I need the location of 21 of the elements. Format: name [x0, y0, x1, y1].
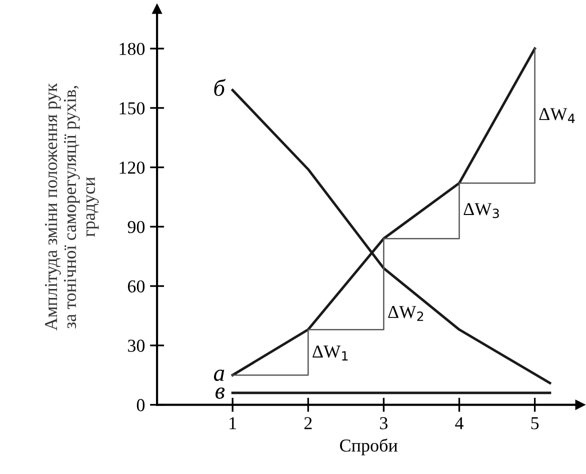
x-tick-label: 1: [230, 417, 236, 430]
series-label: в: [216, 387, 225, 399]
annotation: ΔW$_{1}$: [312, 346, 348, 360]
x-axis-title: Спроби: [340, 438, 398, 456]
y-tick-label: 90: [128, 220, 145, 234]
y-axis-title: Амплітуда зміни положення рук за тонічної саморегуляції рухів, градуси: [45, 83, 99, 331]
annotation: ΔW$_{2}$: [388, 306, 424, 321]
y-tick-label: 180: [120, 42, 145, 56]
x-tick-label: 4: [455, 417, 464, 430]
series-label: а: [214, 370, 224, 382]
y-tick-label: 0: [136, 399, 145, 412]
y-tick-label: 60: [128, 280, 145, 292]
y-tick-label: 120: [120, 162, 145, 174]
annotation: ΔW$_{3}$: [464, 203, 499, 218]
x-tick-label: 2: [304, 417, 312, 430]
x-tick-label: 5: [531, 417, 539, 430]
x-tick-label: 3: [380, 417, 388, 430]
y-tick-label: 30: [128, 340, 145, 352]
annotation: ΔW$_{4}$: [539, 108, 575, 123]
y-tick-label: 150: [120, 102, 145, 114]
series-label: б: [214, 78, 226, 96]
